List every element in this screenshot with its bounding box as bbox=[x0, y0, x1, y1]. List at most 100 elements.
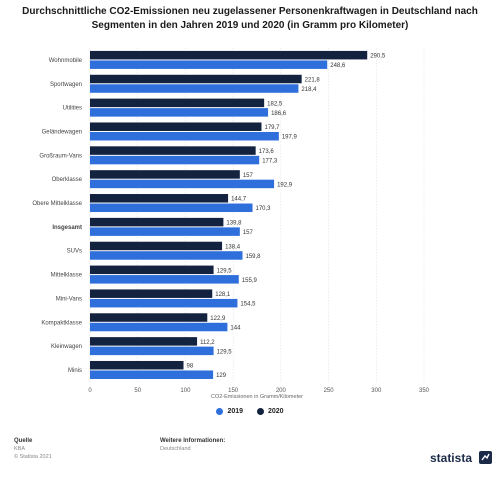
legend: 2019 2020 bbox=[0, 408, 500, 417]
bar-2019[interactable] bbox=[90, 60, 328, 69]
value-label-2020: 221,8 bbox=[305, 77, 321, 83]
legend-dot-2020 bbox=[256, 408, 264, 415]
x-tick-label: 50 bbox=[134, 388, 141, 394]
x-tick-label: 350 bbox=[419, 388, 430, 394]
bar-2020[interactable] bbox=[90, 360, 184, 370]
value-label-2019: 197,9 bbox=[282, 135, 298, 141]
x-tick-label: 100 bbox=[180, 388, 191, 394]
bar-2019[interactable] bbox=[90, 275, 239, 284]
category-label: Mini-Vans bbox=[56, 296, 82, 302]
legend-item-2019[interactable]: 2019 bbox=[216, 408, 243, 415]
category-label: Kompaktklasse bbox=[41, 320, 82, 326]
x-tick-label: 300 bbox=[371, 388, 382, 394]
bar-2019[interactable] bbox=[90, 346, 214, 356]
category-label: Obere Mittelklasse bbox=[32, 201, 82, 207]
value-label-2020: 173,6 bbox=[259, 149, 275, 155]
category-label: Utilities bbox=[63, 106, 82, 112]
bar-2019[interactable] bbox=[90, 370, 214, 379]
value-label-2019: 170,3 bbox=[256, 206, 272, 212]
value-label-2020: 290,5 bbox=[370, 54, 386, 60]
bar-2020[interactable] bbox=[90, 74, 302, 84]
x-axis-title: CO2-Emissionen in Gramm/Kilometer bbox=[211, 394, 303, 400]
value-label-2020: 179,7 bbox=[264, 125, 280, 131]
value-label-2019: 157 bbox=[243, 230, 254, 236]
category-label: Oberklasse bbox=[52, 177, 83, 183]
value-label-2019: 129 bbox=[216, 373, 227, 379]
value-label-2020: 98 bbox=[187, 364, 194, 370]
legend-label-2020: 2020 bbox=[267, 408, 284, 415]
x-tick-label: 250 bbox=[324, 388, 335, 394]
category-label: Minis bbox=[68, 368, 82, 374]
value-label-2020: 129,5 bbox=[217, 268, 233, 274]
category-label: Großraum-Vans bbox=[39, 153, 82, 159]
value-label-2019: 177,3 bbox=[262, 159, 278, 165]
bar-2019[interactable] bbox=[90, 84, 299, 93]
bar-2020[interactable] bbox=[90, 50, 368, 60]
bar-2019[interactable] bbox=[90, 322, 228, 332]
category-label: Geländewagen bbox=[42, 129, 82, 135]
value-label-2019: 144 bbox=[230, 325, 241, 331]
legend-label-2019: 2019 bbox=[227, 408, 244, 415]
bar-2019[interactable] bbox=[90, 179, 275, 189]
bar-2020[interactable] bbox=[90, 241, 223, 251]
grid-layer bbox=[89, 48, 425, 382]
category-label: Sportwagen bbox=[50, 82, 82, 88]
legend-item-2020[interactable]: 2020 bbox=[256, 408, 284, 415]
value-label-2019: 248,6 bbox=[330, 63, 346, 69]
value-label-2019: 186,6 bbox=[271, 111, 287, 117]
bar-2019[interactable] bbox=[90, 155, 260, 165]
category-label: Mittelklasse bbox=[51, 273, 83, 279]
x-tick-label: 200 bbox=[276, 388, 287, 394]
source-line: KBA bbox=[14, 446, 26, 452]
bar-2019[interactable] bbox=[90, 251, 243, 260]
bar-2020[interactable] bbox=[90, 337, 198, 346]
bar-2020[interactable] bbox=[90, 265, 214, 275]
source-heading: Quelle bbox=[14, 438, 33, 444]
bar-2019[interactable] bbox=[90, 298, 238, 308]
bar-2020[interactable] bbox=[90, 146, 256, 155]
value-label-2020: 157 bbox=[243, 173, 254, 179]
x-tick-label: 150 bbox=[228, 388, 239, 394]
value-label-2019: 155,9 bbox=[242, 278, 258, 284]
category-label: Kleinwagen bbox=[51, 344, 82, 350]
value-label-2020: 112,2 bbox=[200, 340, 215, 346]
bar-2020[interactable] bbox=[90, 313, 208, 322]
bar-2020[interactable] bbox=[90, 289, 213, 298]
bar-2020[interactable] bbox=[90, 170, 240, 179]
bars-layer bbox=[90, 50, 368, 379]
info-block: Weitere Informationen: Deutschland bbox=[160, 437, 225, 453]
bar-2019[interactable] bbox=[90, 131, 279, 141]
bar-2020[interactable] bbox=[90, 98, 265, 108]
category-label: Wohnmobile bbox=[49, 58, 83, 64]
legend-dot-2019 bbox=[216, 408, 224, 415]
value-label-2020: 128,1 bbox=[215, 292, 231, 298]
bar-2020[interactable] bbox=[90, 194, 229, 203]
value-label-2020: 139,8 bbox=[226, 221, 242, 227]
copyright-line: © Statista 2021 bbox=[14, 454, 52, 460]
value-label-2019: 159,8 bbox=[245, 254, 261, 260]
labels-layer: 0 50 100 150 200 250 300 350 Wohnmobile 290,5 248,… bbox=[32, 54, 429, 394]
bar-2019[interactable] bbox=[90, 227, 240, 236]
value-label-2020: 138,4 bbox=[225, 244, 241, 250]
source-block: Quelle KBA © Statista 2021 bbox=[14, 437, 52, 461]
bar-2019[interactable] bbox=[90, 108, 269, 117]
value-label-2019: 192,9 bbox=[277, 182, 293, 188]
bar-chart: 0 50 100 150 200 250 300 350 Wohnmobile 290,5 248,… bbox=[32, 48, 430, 400]
value-label-2019: 154,5 bbox=[240, 302, 256, 308]
statista-logo-icon bbox=[479, 451, 492, 464]
value-label-2020: 182,5 bbox=[267, 101, 283, 107]
bar-2019[interactable] bbox=[90, 203, 253, 213]
value-label-2020: 122,9 bbox=[210, 316, 226, 322]
category-label: SUVs bbox=[67, 249, 82, 255]
chart-title: Durchschnittliche CO2-Emissionen neu zug… bbox=[22, 6, 478, 31]
info-heading: Weitere Informationen: bbox=[160, 438, 226, 444]
info-line: Deutschland bbox=[160, 446, 191, 452]
value-label-2020: 144,7 bbox=[231, 197, 247, 203]
statista-logo[interactable]: statista bbox=[429, 451, 472, 465]
value-label-2019: 218,4 bbox=[301, 87, 317, 93]
x-tick-label: 0 bbox=[88, 388, 92, 394]
bar-2020[interactable] bbox=[90, 122, 262, 131]
value-label-2019: 129,5 bbox=[217, 349, 233, 355]
category-label: Insgesamt bbox=[52, 225, 82, 231]
bar-2020[interactable] bbox=[90, 217, 224, 227]
